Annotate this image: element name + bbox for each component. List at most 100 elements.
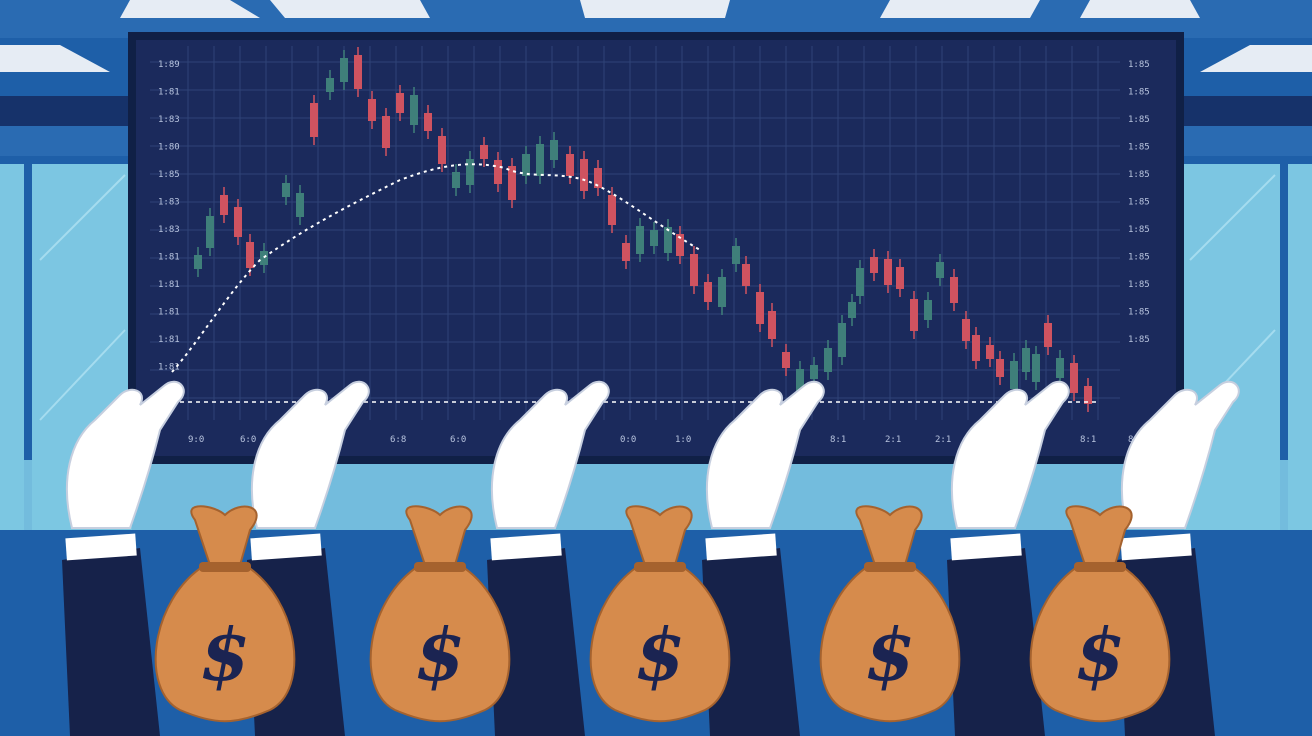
money-bag-tie (634, 562, 686, 572)
candle-body (650, 230, 658, 246)
money-bag-body (589, 564, 731, 723)
candle-body (950, 277, 958, 303)
money-bag-tie (864, 562, 916, 572)
dollar-sign-icon: $ (865, 612, 915, 697)
money-bag: $ (589, 505, 731, 723)
y-tick-label: 1:81 (158, 335, 180, 345)
candle-body (924, 300, 932, 320)
candle-body (396, 93, 404, 113)
candle-body (732, 246, 740, 264)
white-glove-icon (951, 380, 1070, 529)
money-bag-tie (199, 562, 251, 572)
candle-body (260, 251, 268, 265)
jacket-sleeve (702, 548, 800, 736)
x-tick-label: 6:0 (450, 435, 466, 445)
y-tick-label: 1:81 (158, 253, 180, 263)
money-bag-neck (625, 505, 693, 566)
y-tick-label: 1:83 (158, 198, 180, 208)
y-tick-label: 1:85 (1128, 170, 1150, 180)
candle-body (756, 292, 764, 324)
y-tick-label: 1:81 (158, 88, 180, 98)
white-glove-icon (1121, 380, 1240, 529)
shirt-cuff (1120, 533, 1192, 561)
shirt-cuff (250, 533, 322, 561)
x-tick-label: 2:1 (885, 435, 901, 445)
dollar-sign-icon: $ (415, 612, 465, 697)
candle-body (466, 159, 474, 185)
candle-body (664, 227, 672, 253)
money-bag-tie (414, 562, 466, 572)
candle-body (972, 335, 980, 361)
candle-body (718, 277, 726, 307)
y-tick-label: 1:85 (1128, 308, 1150, 318)
y-tick-label: 1:85 (1128, 198, 1150, 208)
shirt-cuff (705, 533, 777, 561)
candle-body (452, 172, 460, 188)
y-tick-label: 1:85 (1128, 115, 1150, 125)
candle-body (580, 159, 588, 191)
candle-body (246, 242, 254, 268)
candle-body (1032, 354, 1040, 382)
candle-body (608, 195, 616, 225)
candle-body (508, 166, 516, 200)
y-tick-label: 1:89 (158, 60, 180, 70)
x-tick-label: 6:8 (390, 435, 406, 445)
y-tick-label: 1:80 (158, 143, 180, 153)
money-bag: $ (819, 505, 961, 723)
y-tick-label: 1:81 (158, 280, 180, 290)
shirt-cuff (950, 533, 1022, 561)
x-tick-label: 8:1 (830, 435, 846, 445)
raised-hands (62, 380, 1240, 736)
x-tick-label: 0:0 (620, 435, 636, 445)
x-tick-label: 6:0 (240, 435, 256, 445)
candle-body (884, 259, 892, 285)
y-tick-label: 1:85 (1128, 253, 1150, 263)
jacket-sleeve (947, 548, 1045, 736)
candle-body (550, 140, 558, 160)
candle-body (810, 365, 818, 379)
money-bag-neck (405, 505, 473, 566)
x-tick-label: 9:0 (188, 435, 204, 445)
gloved-hand-arm (702, 380, 825, 736)
money-bag-body (819, 564, 961, 723)
candle-body (690, 254, 698, 286)
candle-body (310, 103, 318, 137)
candle-body (326, 78, 334, 92)
white-glove-icon (251, 380, 370, 529)
market-board: 1:89 1:81 1:83 1:80 1:85 1:83 1:83 1:81 1:81 1:81… (128, 32, 1184, 464)
money-bag: $ (154, 505, 296, 723)
candle-body (704, 282, 712, 302)
candle-body (936, 262, 944, 278)
money-bag-body (369, 564, 511, 723)
candle-body (742, 264, 750, 286)
candle-body (194, 255, 202, 269)
y-tick-label: 1:85 (1128, 60, 1150, 70)
dollar-sign-icon: $ (1075, 612, 1125, 697)
candle-body (824, 348, 832, 372)
candle-body (838, 323, 846, 357)
candle-body (206, 216, 214, 248)
gloved-hand-arm (947, 380, 1070, 736)
y-tick-label: 1:85 (1128, 335, 1150, 345)
candle-body (340, 58, 348, 82)
candle-body (986, 345, 994, 359)
shirt-cuff (65, 533, 137, 561)
jacket-sleeve (62, 548, 160, 736)
candle-body (234, 207, 242, 237)
candle-body (848, 302, 856, 318)
x-tick-label: 2:1 (935, 435, 951, 445)
candle-body (522, 154, 530, 176)
candle-body (536, 144, 544, 176)
candle-body (996, 359, 1004, 377)
dollar-sign-icon: $ (200, 612, 250, 697)
money-bag: $ (1029, 505, 1171, 723)
candle-body (438, 136, 446, 164)
x-tick-label: 1:0 (675, 435, 691, 445)
y-tick-label: 1:85 (1128, 280, 1150, 290)
board-grid (150, 46, 1120, 420)
x-tick-label: 8:1 (1080, 435, 1096, 445)
candle-body (494, 160, 502, 184)
y-tick-label: 1:83 (158, 115, 180, 125)
money-bag-neck (1065, 505, 1133, 566)
